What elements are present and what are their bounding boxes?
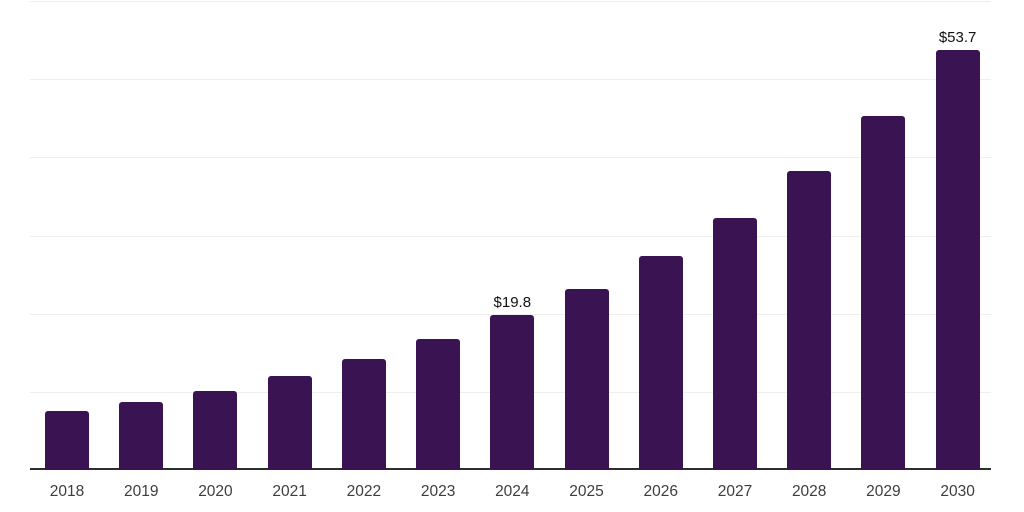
x-tick-2028: 2028 <box>791 483 827 500</box>
x-tick-2020: 2020 <box>198 483 233 500</box>
gridline-40 <box>30 157 991 159</box>
x-tick-2024: 2024 <box>495 483 530 500</box>
bar-2020 <box>193 391 238 470</box>
x-tick-2027: 2027 <box>717 483 753 500</box>
bar-2022 <box>341 359 386 470</box>
bar-2024 <box>490 315 535 470</box>
bar-value-label-2024: $19.8 <box>493 294 532 312</box>
x-tick-2025: 2025 <box>569 483 604 500</box>
bar-2019 <box>119 402 164 470</box>
x-tick-2029: 2029 <box>866 483 901 500</box>
bar-2026 <box>638 255 683 470</box>
bar-2021 <box>267 376 312 470</box>
x-tick-2026: 2026 <box>643 483 678 500</box>
bar-2029 <box>861 115 906 470</box>
bar-2025 <box>564 289 609 470</box>
bar-2030 <box>935 50 980 470</box>
bar-2027 <box>712 217 757 470</box>
bar-2018 <box>45 411 89 470</box>
x-tick-2023: 2023 <box>420 483 456 500</box>
plot-area: $19.8 $53.7 <box>30 0 991 470</box>
x-tick-2030: 2030 <box>940 483 975 500</box>
gridline-60 <box>30 1 991 2</box>
bar-2028 <box>787 171 832 470</box>
x-tick-2018: 2018 <box>49 483 85 500</box>
x-tick-2019: 2019 <box>123 483 159 500</box>
gridline-20 <box>30 313 991 315</box>
x-tick-2021: 2021 <box>272 483 307 500</box>
bar-2023 <box>416 338 461 470</box>
x-tick-2022: 2022 <box>346 483 382 500</box>
gridline-30 <box>30 235 991 237</box>
gridline-50 <box>30 79 991 81</box>
bar-value-label-2030: $53.7 <box>938 29 977 47</box>
